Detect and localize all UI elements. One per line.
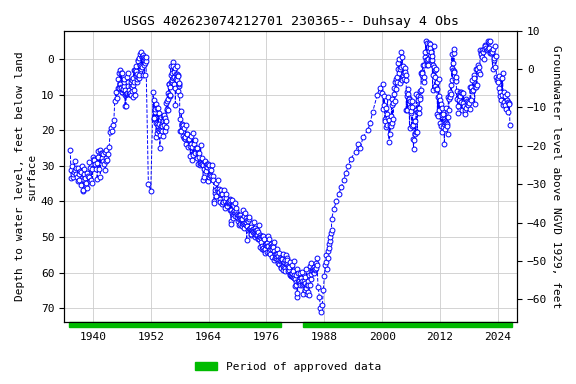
Bar: [302, 323, 512, 327]
Y-axis label: Depth to water level, feet below land
surface: Depth to water level, feet below land su…: [15, 51, 37, 301]
Bar: [69, 323, 281, 327]
Title: USGS 402623074212701 230365-- Duhsay 4 Obs: USGS 402623074212701 230365-- Duhsay 4 O…: [123, 15, 458, 28]
Legend: Period of approved data: Period of approved data: [191, 358, 385, 377]
Y-axis label: Groundwater level above NGVD 1929, feet: Groundwater level above NGVD 1929, feet: [551, 45, 561, 308]
